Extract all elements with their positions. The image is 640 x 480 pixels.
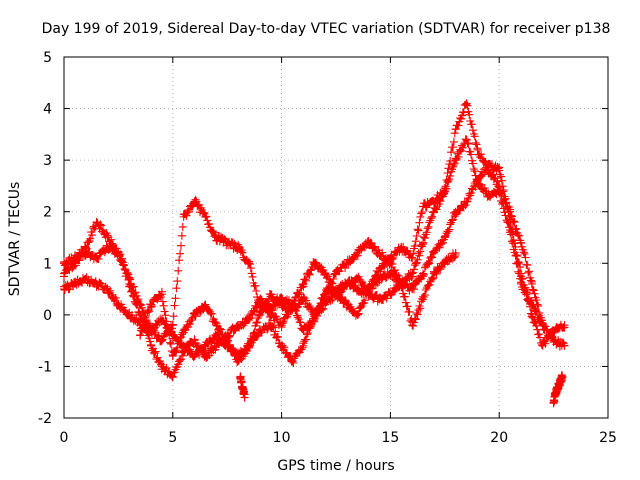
y-tick-label: 4 [43,102,52,118]
series-trace-5 [549,371,567,408]
grid [64,57,608,418]
series-markers [236,372,249,402]
y-tick-label: 1 [43,256,52,272]
y-tick-label: 5 [43,50,52,66]
chart-title: Day 199 of 2019, Sidereal Day-to-day VTE… [42,21,611,37]
x-axis-label: GPS time / hours [277,458,394,474]
series-markers [549,371,567,408]
series-trace-3 [60,99,547,346]
y-tick-label: 2 [43,205,52,221]
series-layer [60,99,569,408]
y-tick-label: 3 [43,153,52,169]
plot-frame [63,56,609,419]
y-axis-label: SDTVAR / TECUs [7,182,23,297]
x-tick-label: 20 [490,430,508,446]
x-tick-label: 0 [60,430,69,446]
axis-ticks: 0 5 10 15 20 25 -2 -1 0 1 2 3 4 5 [38,50,617,446]
x-tick-label: 25 [599,430,617,446]
series-markers [136,249,460,367]
x-tick-label: 5 [168,430,177,446]
x-tick-label: 15 [381,430,399,446]
y-tick-label: -2 [38,411,52,427]
y-tick-label: -1 [38,359,52,375]
series-trace-4 [136,248,460,367]
series-trace-6 [236,372,249,402]
y-tick-label: 0 [43,308,52,324]
series-markers [60,99,547,346]
x-tick-label: 10 [273,430,291,446]
